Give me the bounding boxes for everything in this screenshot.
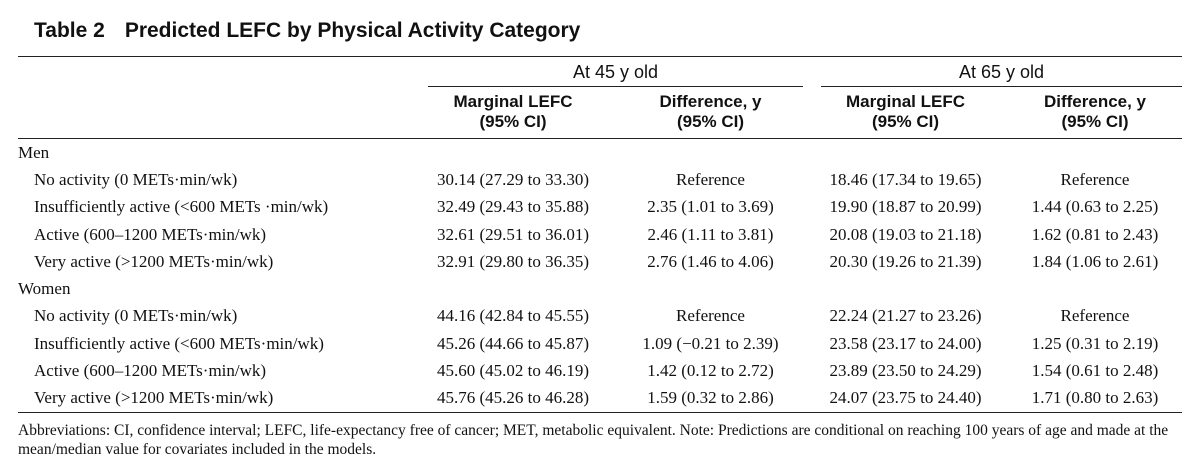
cell-marginal-45: 44.16 (42.84 to 45.55) [436, 306, 590, 326]
cell-marginal-65: 18.46 (17.34 to 19.65) [829, 169, 982, 189]
header-marginal-45-line1: Marginal LEFC [453, 92, 573, 111]
cell-difference-65: 1.84 (1.06 to 2.61) [1031, 251, 1159, 271]
header-difference-45-line1: Difference, y [659, 92, 762, 111]
cell-marginal-65: 20.30 (19.26 to 21.39) [829, 251, 982, 271]
cell-marginal-45: 32.49 (29.43 to 35.88) [436, 197, 590, 217]
table-row: Active (600–1200 METs·min/wk) 32.61 (29.… [18, 221, 1182, 248]
cell-difference-65: 1.54 (0.61 to 2.48) [1031, 361, 1159, 381]
cell-marginal-65: 24.07 (23.75 to 24.40) [803, 384, 1008, 413]
table-row: No activity (0 METs·min/wk) 44.16 (42.84… [18, 303, 1182, 330]
cell-difference-45: 2.76 (1.46 to 4.06) [647, 251, 774, 271]
header-group-65: At 65 y old [803, 60, 1182, 88]
row-label: Very active (>1200 METs·min/wk) [18, 384, 408, 413]
header-group-45-label: At 45 y old [428, 62, 803, 87]
row-label: Active (600–1200 METs·min/wk) [34, 361, 267, 381]
section-row-women: Women [18, 275, 1182, 302]
header-marginal-45: Marginal LEFC (95% CI) [408, 88, 618, 139]
cell-marginal-45: 30.14 (27.29 to 33.30) [436, 169, 590, 189]
row-label: Active (600–1200 METs·min/wk) [34, 224, 267, 244]
cell-difference-45: 2.46 (1.11 to 3.81) [647, 224, 774, 244]
cell-difference-65: 1.62 (0.81 to 2.43) [1031, 224, 1159, 244]
header-group-row: At 45 y old At 65 y old [18, 60, 1182, 88]
table-number: Table 2 [34, 19, 105, 42]
header-sub-row: Marginal LEFC (95% CI) Difference, y (95% … [18, 88, 1182, 139]
header-marginal-45-line2: (95% CI) [479, 112, 547, 131]
table-row: Active (600–1200 METs·min/wk) 45.60 (45.… [18, 357, 1182, 384]
cell-marginal-65: 22.24 (21.27 to 23.26) [829, 306, 982, 326]
table-container: Table 2 Predicted LEFC by Physical Activi… [18, 14, 1182, 459]
cell-marginal-65: 23.89 (23.50 to 24.29) [829, 361, 982, 381]
cell-difference-65: 1.71 (0.80 to 2.63) [1008, 384, 1182, 413]
cell-marginal-45: 32.91 (29.80 to 36.35) [436, 251, 590, 271]
row-label: Insufficiently active (<600 METs·min/wk) [34, 333, 324, 353]
header-difference-65: Difference, y (95% CI) [1008, 88, 1182, 139]
table-caption: Predicted LEFC by Physical Activity Cate… [124, 19, 581, 42]
cell-difference-45: Reference [676, 169, 745, 189]
cell-marginal-65: 23.58 (23.17 to 24.00) [829, 333, 982, 353]
cell-marginal-45: 45.60 (45.02 to 46.19) [436, 361, 590, 381]
cell-difference-65: 1.44 (0.63 to 2.25) [1031, 197, 1159, 217]
table-row: Insufficiently active (<600 METs·min/wk)… [18, 330, 1182, 357]
header-marginal-65-line2: (95% CI) [871, 112, 940, 131]
cell-difference-45: 1.42 (0.12 to 2.72) [647, 361, 774, 381]
header-difference-65-line1: Difference, y [1043, 92, 1147, 111]
cell-marginal-45: 32.61 (29.51 to 36.01) [436, 224, 590, 244]
cell-marginal-65: 20.08 (19.03 to 21.18) [829, 224, 982, 244]
header-difference-45-line2: (95% CI) [676, 112, 745, 131]
header-group-45: At 45 y old [408, 60, 803, 88]
header-marginal-65: Marginal LEFC (95% CI) [803, 88, 1008, 139]
table-row: Insufficiently active (<600 METs ·min/wk… [18, 194, 1182, 221]
row-label: Very active (>1200 METs·min/wk) [34, 251, 274, 271]
table-footnote: Abbreviations: CI, confidence interval; … [18, 421, 1169, 458]
table-row: Very active (>1200 METs·min/wk) 32.91 (2… [18, 248, 1182, 275]
section-row-men: Men [18, 139, 1182, 167]
section-label: Women [18, 279, 71, 299]
cell-difference-65: Reference [1060, 306, 1130, 326]
table-row: No activity (0 METs·min/wk) 30.14 (27.29… [18, 166, 1182, 193]
header-difference-45: Difference, y (95% CI) [618, 88, 803, 139]
header-marginal-65-line1: Marginal LEFC [845, 92, 965, 111]
cell-difference-45: 2.35 (1.01 to 3.69) [647, 197, 774, 217]
cell-marginal-45: 45.76 (45.26 to 46.28) [408, 384, 618, 413]
section-label: Men [18, 142, 50, 162]
row-label: No activity (0 METs·min/wk) [34, 169, 238, 189]
cell-difference-65: Reference [1060, 169, 1130, 189]
row-label: Insufficiently active (<600 METs ·min/wk… [34, 197, 329, 217]
top-rule [18, 56, 1182, 57]
cell-difference-45: Reference [676, 306, 745, 326]
data-table: At 45 y old At 65 y old Marginal LEFC (95… [18, 60, 1182, 413]
cell-marginal-65: 19.90 (18.87 to 20.99) [829, 197, 982, 217]
row-label: No activity (0 METs·min/wk) [34, 306, 238, 326]
cell-difference-65: 1.25 (0.31 to 2.19) [1031, 333, 1159, 353]
table-title: Table 2 Predicted LEFC by Physical Activi… [18, 14, 1182, 48]
header-group-65-label: At 65 y old [821, 62, 1182, 87]
header-empty [18, 60, 408, 88]
header-difference-65-line2: (95% CI) [1061, 112, 1129, 131]
header-label-empty [18, 88, 408, 139]
cell-marginal-45: 45.26 (44.66 to 45.87) [436, 333, 590, 353]
table-row: Very active (>1200 METs·min/wk) 45.76 (4… [18, 384, 1182, 413]
cell-difference-45: 1.09 (−0.21 to 2.39) [642, 333, 779, 353]
cell-difference-45: 1.59 (0.32 to 2.86) [618, 384, 803, 413]
